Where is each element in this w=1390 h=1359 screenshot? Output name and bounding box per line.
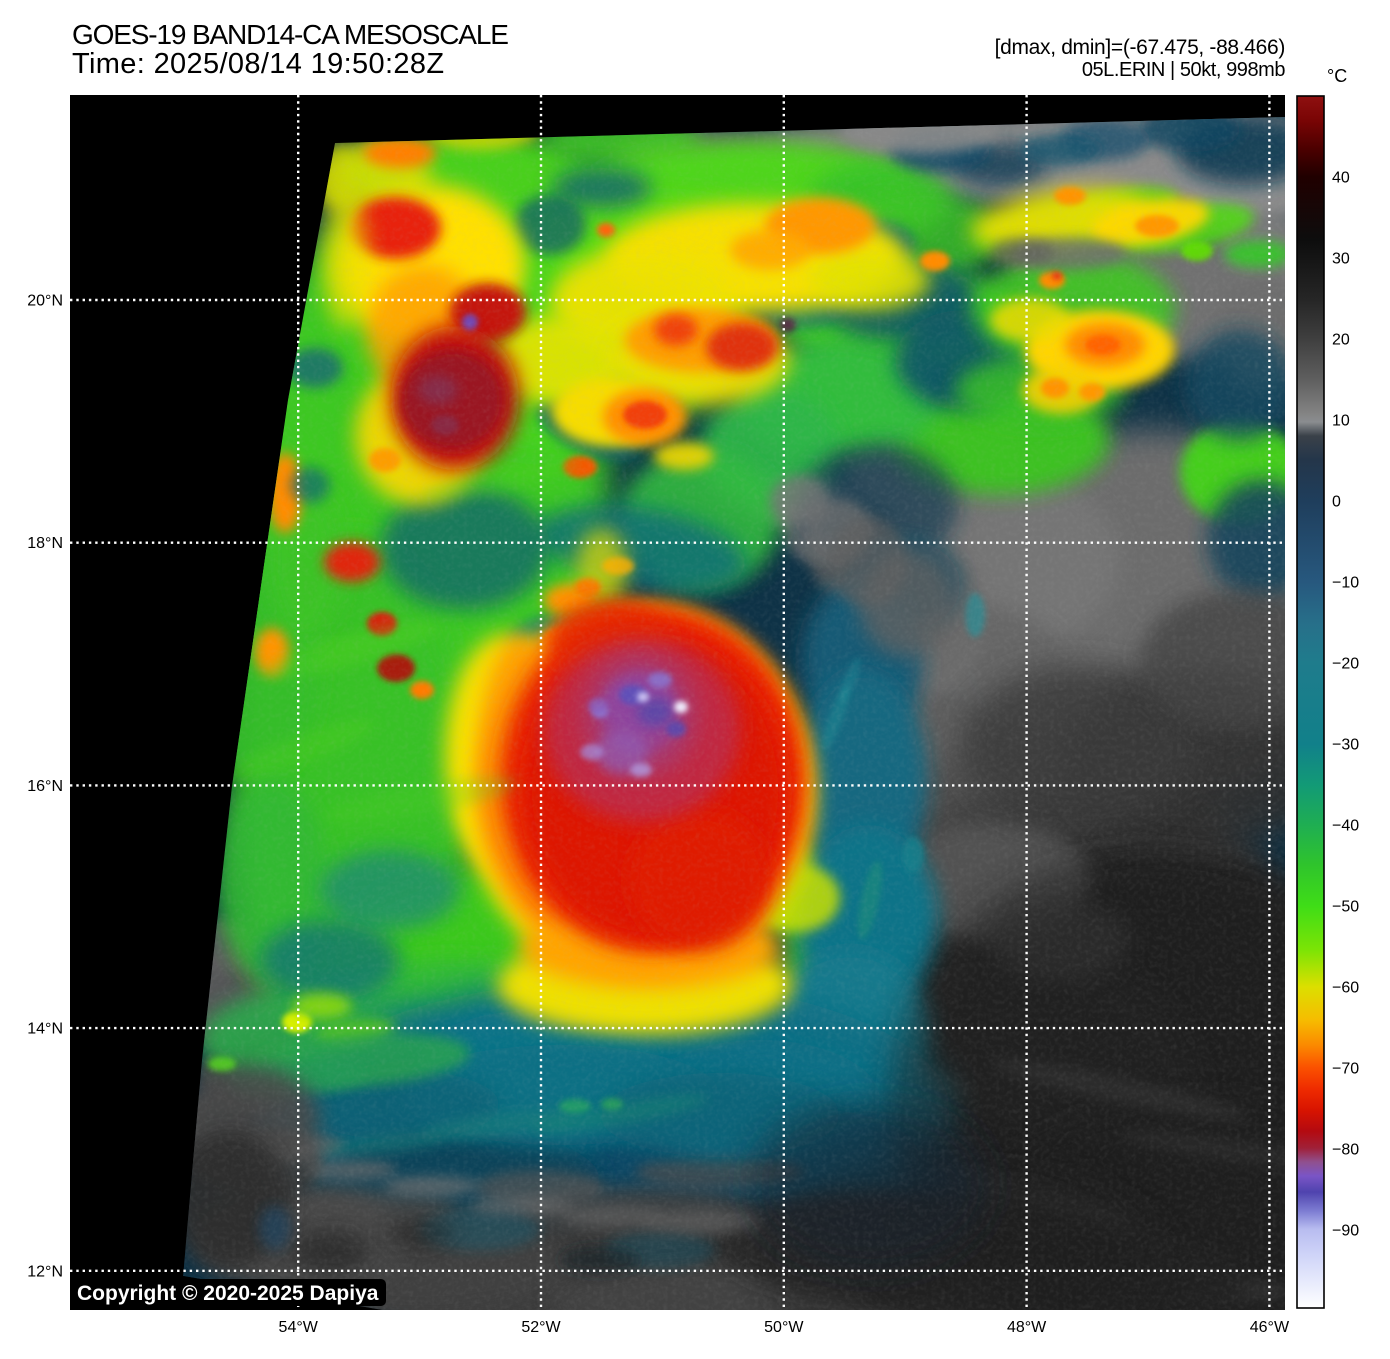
svg-text:48°W: 48°W (1007, 1319, 1047, 1336)
svg-text:40: 40 (1332, 170, 1350, 187)
svg-text:−30: −30 (1332, 737, 1359, 754)
svg-text:30: 30 (1332, 251, 1350, 268)
svg-text:05L.ERIN | 50kt, 998mb: 05L.ERIN | 50kt, 998mb (1082, 59, 1286, 81)
svg-text:−90: −90 (1332, 1223, 1359, 1240)
svg-text:10: 10 (1332, 413, 1350, 430)
svg-text:20: 20 (1332, 332, 1350, 349)
svg-text:14°N: 14°N (27, 1021, 63, 1038)
svg-text:50°W: 50°W (764, 1319, 804, 1336)
svg-text:−80: −80 (1332, 1142, 1359, 1159)
svg-text:−70: −70 (1332, 1061, 1359, 1078)
svg-text:°C: °C (1327, 66, 1347, 86)
svg-text:−10: −10 (1332, 575, 1359, 592)
svg-text:54°W: 54°W (279, 1319, 319, 1336)
svg-text:52°W: 52°W (521, 1319, 561, 1336)
svg-text:18°N: 18°N (27, 535, 63, 552)
svg-text:−20: −20 (1332, 656, 1359, 673)
svg-text:16°N: 16°N (27, 778, 63, 795)
svg-text:GOES-19 BAND14-CA MESOSCALE: GOES-19 BAND14-CA MESOSCALE (72, 19, 508, 50)
svg-text:Copyright © 2020-2025 Dapiya: Copyright © 2020-2025 Dapiya (77, 1282, 379, 1305)
svg-text:20°N: 20°N (27, 293, 63, 310)
svg-text:46°W: 46°W (1250, 1319, 1290, 1336)
svg-text:0: 0 (1332, 494, 1341, 511)
svg-text:−50: −50 (1332, 899, 1359, 916)
svg-text:−40: −40 (1332, 818, 1359, 835)
svg-text:−60: −60 (1332, 980, 1359, 997)
svg-text:Time: 2025/08/14 19:50:28Z: Time: 2025/08/14 19:50:28Z (72, 48, 444, 80)
svg-text:[dmax, dmin]=(-67.475, -88.466: [dmax, dmin]=(-67.475, -88.466) (995, 36, 1285, 59)
svg-text:12°N: 12°N (27, 1263, 63, 1280)
